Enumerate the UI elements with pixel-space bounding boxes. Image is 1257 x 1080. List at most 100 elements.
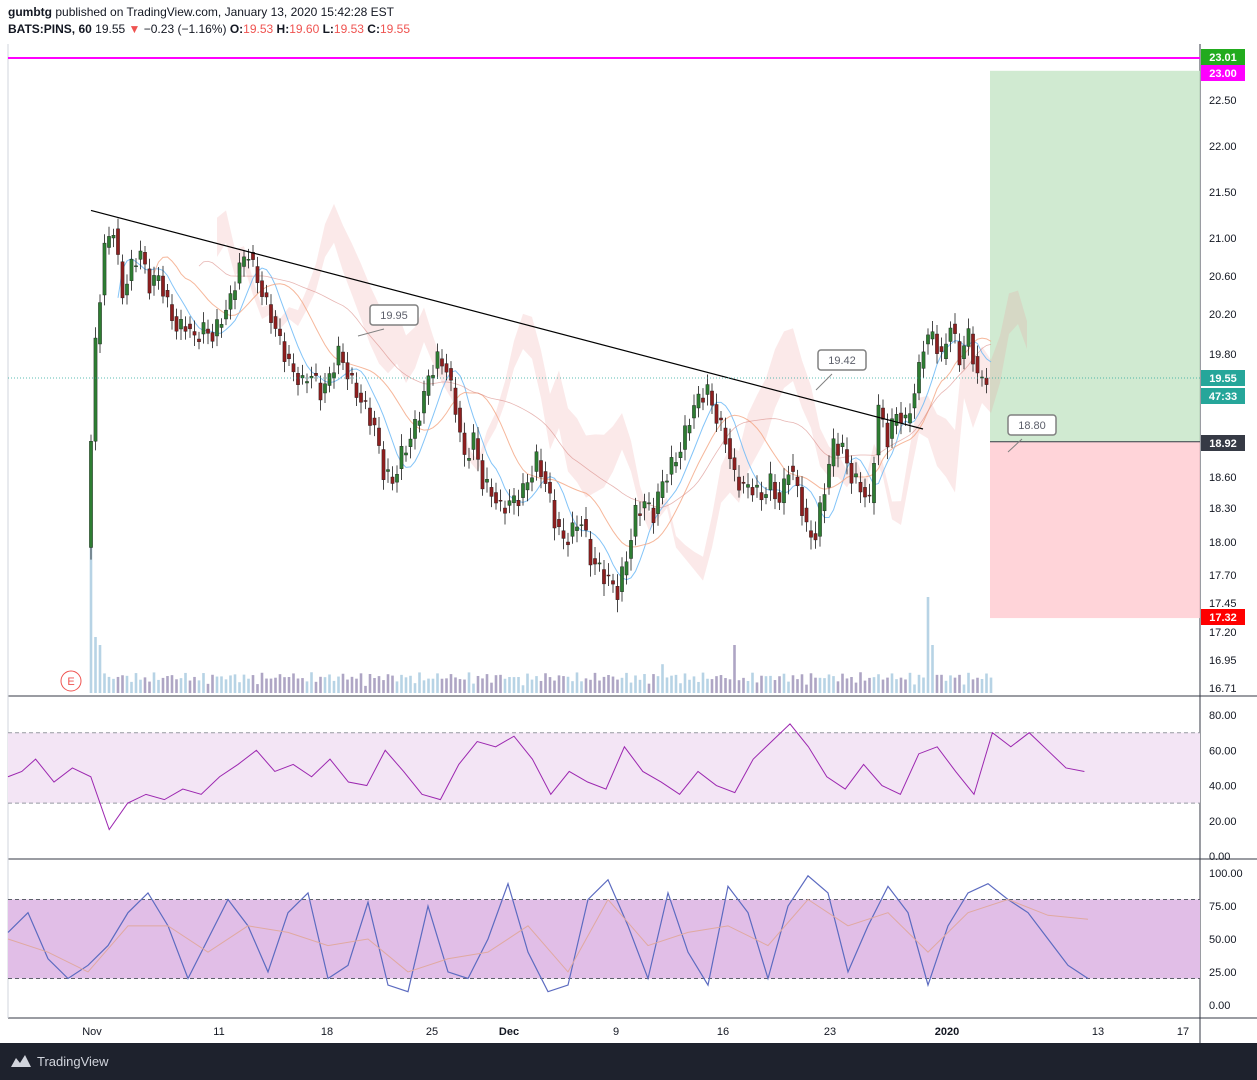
price-tick-label: 20.60 (1209, 271, 1237, 283)
candle-body (863, 487, 867, 498)
volume-bar (908, 672, 912, 693)
volume-bar (683, 673, 687, 693)
candle-body (588, 538, 593, 566)
trendline (90, 209, 924, 430)
volume-bar (323, 677, 327, 693)
volume-bar (382, 680, 385, 693)
volume-bar (940, 674, 943, 693)
candle-body (138, 250, 143, 260)
stochastic-tick-label: 25.00 (1209, 967, 1237, 979)
candle-body (471, 432, 476, 450)
candle-body (741, 481, 746, 484)
volume-bar (346, 679, 349, 693)
candle-body (957, 341, 962, 366)
volume-bar (193, 676, 196, 693)
candle-body (305, 381, 309, 384)
time-tick-label: 13 (1092, 1026, 1104, 1038)
candle-body (867, 494, 872, 497)
candle-body (134, 265, 138, 268)
candle-body (548, 481, 552, 494)
volume-bar (157, 679, 160, 693)
volume-bar (823, 678, 826, 693)
tradingview-brand[interactable]: TradingView (10, 1052, 109, 1070)
volume-bar (782, 673, 786, 693)
volume-bar (931, 645, 934, 693)
volume-bar (422, 680, 426, 693)
price-tick-label: 20.20 (1209, 309, 1237, 321)
earnings-event-marker: E (60, 670, 82, 692)
stochastic-tick-label: 50.00 (1209, 934, 1237, 946)
candle-body (192, 331, 197, 336)
volume-bar (863, 680, 867, 693)
chart-canvas[interactable]: 19.95 19.42 18.80 E 22.50 22.00 21.50 21.00 20.6… (0, 0, 1257, 1043)
candle-body (327, 373, 332, 386)
candle-body (314, 373, 318, 376)
candle-body (962, 345, 966, 360)
volume-bar (593, 672, 597, 693)
low-label: L: (322, 22, 334, 36)
candle-body (116, 228, 120, 255)
candle-body (170, 304, 174, 321)
candle-body (183, 326, 188, 332)
candle-body (894, 414, 899, 426)
volume-bar (656, 676, 660, 693)
candle-body (242, 256, 246, 267)
candle-body (759, 492, 764, 501)
candle-body (939, 346, 944, 352)
candle-body (467, 458, 471, 461)
volume-bar (179, 678, 183, 693)
candle-body (656, 491, 660, 514)
candle-body (836, 443, 840, 456)
volume-bar (575, 672, 579, 693)
candle-body (489, 487, 494, 497)
volume-bar (737, 680, 741, 693)
volume-bar (814, 677, 817, 693)
price-tag-label: 47:33 (1209, 391, 1237, 403)
price-tick-label: 21.00 (1209, 233, 1237, 245)
volume-bar (368, 674, 372, 693)
callout-pointer (1007, 438, 1023, 453)
author-name[interactable]: gumbtg (8, 5, 52, 19)
candle-body (431, 375, 435, 379)
volume-bar (724, 678, 727, 693)
price-tick-label: 22.00 (1209, 141, 1237, 153)
rsi-tick-label: 80.00 (1209, 710, 1237, 722)
candle-body (831, 438, 836, 467)
candle-body (530, 477, 534, 483)
candle-body (674, 462, 678, 467)
candle-body (561, 530, 566, 539)
callout-box (817, 349, 867, 371)
time-tick-label: Nov (82, 1026, 102, 1038)
candle-body (804, 507, 809, 523)
volume-bar (557, 675, 561, 693)
candle-body (246, 259, 251, 261)
volume-bar (607, 675, 610, 693)
volume-bar (359, 673, 363, 693)
candle-body (498, 500, 503, 502)
volume-bar (791, 675, 795, 693)
candle-body (773, 481, 777, 500)
volume-bar (337, 676, 340, 693)
candle-body (206, 328, 210, 334)
volume-bar (674, 674, 678, 693)
down-arrow-icon: ▼ (128, 22, 141, 36)
volume-bar (796, 679, 799, 693)
candle-body (948, 327, 953, 342)
moving-average-fast (117, 257, 992, 581)
volume-bar (638, 679, 642, 693)
high-value: 19.60 (289, 22, 320, 36)
volume-bar (314, 681, 318, 693)
volume-bar (602, 676, 606, 693)
candle-body (840, 442, 845, 447)
candle-body (854, 473, 858, 478)
symbol-interval[interactable]: BATS:PINS, 60 (8, 22, 92, 36)
candle-body (597, 562, 602, 565)
volume-bar (278, 674, 282, 693)
rsi-tick-label: 40.00 (1209, 781, 1237, 793)
candle-body (642, 501, 647, 509)
candle-body (899, 412, 903, 424)
volume-bar (503, 678, 507, 693)
candle-body (566, 541, 570, 546)
candle-body (458, 407, 462, 433)
volume-bar (440, 678, 444, 693)
